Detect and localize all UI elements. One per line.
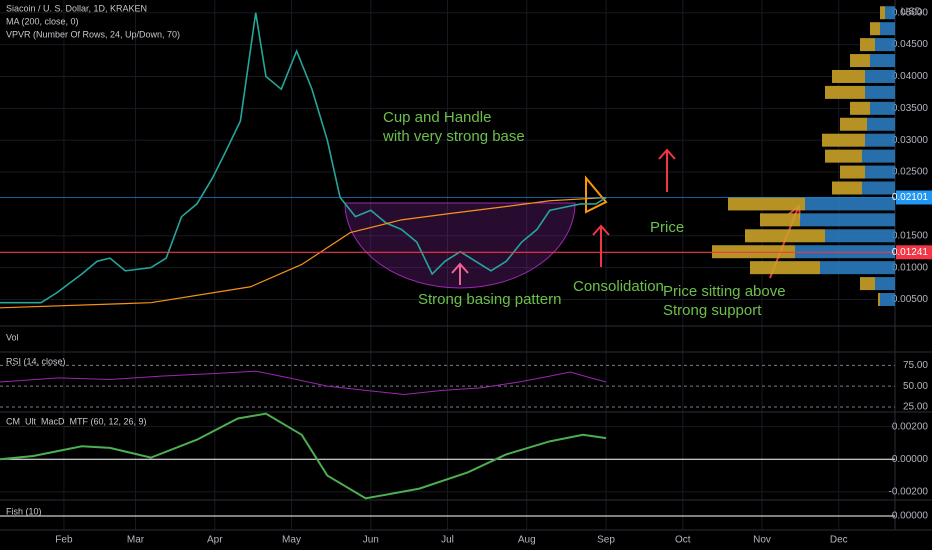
profile-down — [875, 277, 895, 291]
y-tick-label: 0.00200 — [892, 421, 929, 432]
y-tick-label: 0.03000 — [892, 135, 929, 146]
profile-down — [865, 133, 895, 147]
profile-up — [880, 6, 885, 20]
y-tick-label: 0.01000 — [892, 262, 929, 273]
y-tick-label: 0.00500 — [892, 294, 929, 305]
profile-down — [805, 197, 895, 211]
handle-triangle — [585, 175, 608, 214]
y-tick-label: 0.02500 — [892, 167, 929, 178]
profile-up — [870, 22, 880, 36]
y-tick-label: 0.01500 — [892, 230, 929, 241]
profile-up — [825, 85, 865, 99]
y-tick-label: 25.00 — [903, 402, 928, 413]
price-badge — [896, 190, 932, 205]
profile-up — [840, 117, 867, 131]
profile-down — [862, 181, 895, 195]
profile-down — [875, 38, 895, 52]
profile-down — [870, 101, 895, 115]
profile-up — [760, 213, 800, 227]
annotation: Strong basing pattern — [418, 291, 561, 308]
profile-down — [880, 293, 895, 307]
annotation: Price sitting above — [663, 283, 786, 300]
profile-up — [860, 38, 875, 52]
annotation: with very strong base — [382, 128, 525, 145]
profile-down — [867, 117, 895, 131]
arrow — [451, 262, 469, 285]
profile-up — [840, 165, 865, 179]
profile-up — [850, 54, 870, 68]
x-tick-label: Mar — [127, 535, 145, 546]
pane-title: CM_Ult_MacD_MTF (60, 12, 26, 9) — [6, 416, 147, 426]
x-tick-label: Feb — [55, 535, 73, 546]
profile-down — [885, 6, 895, 20]
profile-down — [825, 229, 895, 243]
profile-up — [825, 149, 862, 163]
x-tick-label: Sep — [597, 535, 615, 546]
cup-shape — [344, 202, 576, 289]
x-tick-label: Nov — [753, 535, 771, 546]
x-tick-label: Dec — [830, 535, 848, 546]
profile-up — [860, 277, 875, 291]
indicator-label: MA (200, close, 0) — [6, 16, 79, 26]
annotation: Price — [650, 219, 684, 236]
annotation: Strong support — [663, 302, 762, 319]
x-tick-label: Oct — [675, 535, 691, 546]
rsi-line — [0, 370, 607, 396]
price-label: 0.02101 — [892, 192, 929, 203]
x-tick-label: May — [282, 535, 301, 546]
x-tick-label: Jun — [363, 535, 379, 546]
y-tick-label: -0.00200 — [889, 486, 929, 497]
pane-title: RSI (14, close) — [6, 356, 66, 366]
pane-title: Fish (10) — [6, 506, 42, 516]
profile-up — [878, 293, 880, 307]
profile-up — [728, 197, 805, 211]
y-tick-label: 0.04000 — [892, 71, 929, 82]
arrow — [592, 224, 610, 267]
profile-down — [862, 149, 895, 163]
profile-down — [865, 69, 895, 83]
annotation: Cup and Handle — [383, 109, 491, 126]
y-tick-label: 0.00000 — [892, 454, 929, 465]
price-line — [0, 12, 607, 304]
chart-title: Siacoin / U. S. Dollar, 1D, KRAKEN — [6, 3, 147, 13]
y-tick-label: 75.00 — [903, 360, 928, 371]
profile-down — [800, 213, 895, 227]
profile-up — [832, 69, 865, 83]
y-tick-label: 0.03500 — [892, 103, 929, 114]
profile-down — [865, 85, 895, 99]
y-tick-label: 0.00000 — [892, 511, 929, 522]
annotation: Consolidation — [573, 278, 664, 295]
arrow — [658, 148, 676, 192]
price-badge — [896, 245, 932, 260]
profile-down — [870, 54, 895, 68]
currency: USD — [901, 7, 922, 18]
x-tick-label: Apr — [207, 535, 223, 546]
x-tick-label: Jul — [441, 535, 454, 546]
profile-up — [750, 261, 820, 275]
indicator-label: VPVR (Number Of Rows, 24, Up/Down, 70) — [6, 29, 180, 39]
x-tick-label: Aug — [518, 535, 536, 546]
profile-down — [820, 261, 895, 275]
profile-up — [745, 229, 825, 243]
pane-title: Vol — [6, 332, 19, 342]
y-tick-label: 0.05000 — [892, 7, 929, 18]
y-tick-label: 0.04500 — [892, 39, 929, 50]
profile-down — [865, 165, 895, 179]
profile-up — [832, 181, 862, 195]
profile-up — [822, 133, 865, 147]
profile-up — [850, 101, 870, 115]
price-line — [0, 196, 607, 309]
price-label: 0.01241 — [892, 247, 929, 258]
profile-down — [880, 22, 895, 36]
y-tick-label: 50.00 — [903, 381, 928, 392]
macd-line — [0, 412, 607, 500]
